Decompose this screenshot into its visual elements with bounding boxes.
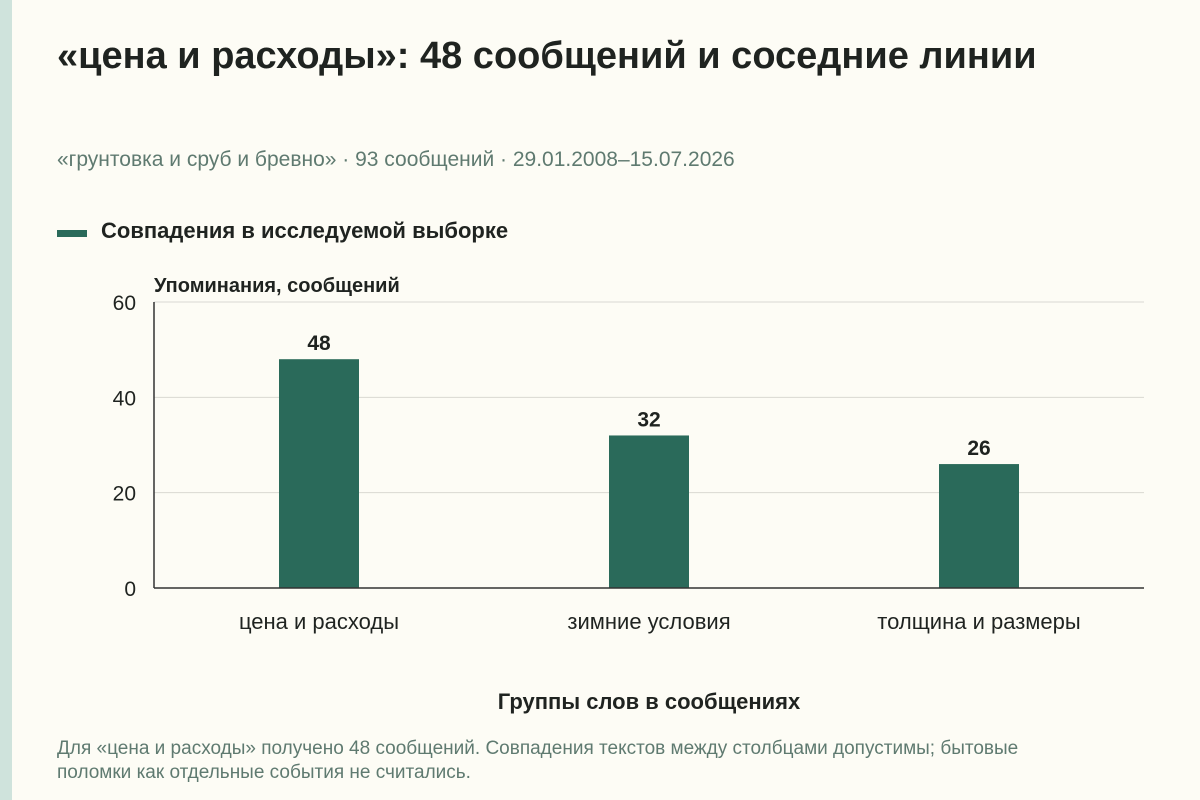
- y-axis-label: Упоминания, сообщений: [154, 275, 400, 297]
- x-tick-label: толщина и размеры: [877, 609, 1080, 634]
- legend: Совпадения в исследуемой выборке: [57, 218, 508, 244]
- x-tick-label: зимние условия: [567, 609, 730, 634]
- y-tick-label: 0: [124, 578, 136, 601]
- accent-strip: [0, 0, 12, 800]
- bar-value-labels: 48 32 26: [307, 332, 990, 460]
- chart-title: «цена и расходы»: 48 сообщений и соседни…: [57, 35, 1037, 77]
- bar-value-label: 32: [637, 408, 660, 431]
- y-tick-label: 40: [113, 387, 136, 410]
- legend-label: Совпадения в исследуемой выборке: [101, 218, 509, 243]
- legend-swatch: [57, 229, 87, 237]
- bar-value-label: 26: [967, 437, 990, 460]
- y-tick-label: 60: [113, 292, 136, 315]
- bar-value-label: 48: [307, 332, 331, 355]
- x-axis-ticks: цена и расходы зимние условия толщина и ра…: [239, 609, 1081, 634]
- bar: [939, 464, 1019, 588]
- y-axis-ticks: 0 20 40 60: [113, 292, 136, 601]
- bar: [279, 359, 359, 588]
- x-axis-label: Группы слов в сообщениях: [498, 689, 801, 714]
- bars: [279, 359, 1019, 588]
- footnote: Для «цена и расходы» получено 48 сообщен…: [57, 738, 1019, 783]
- chart-subtitle: «грунтовка и сруб и бревно» · 93 сообщен…: [57, 148, 735, 171]
- y-tick-label: 20: [113, 483, 136, 506]
- x-tick-label: цена и расходы: [239, 609, 399, 634]
- bar: [609, 435, 689, 588]
